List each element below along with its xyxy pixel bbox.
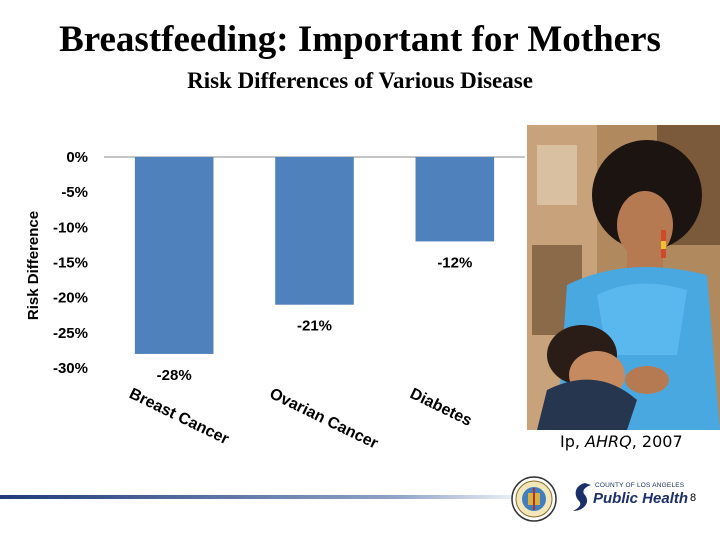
y-tick-label: -15% [53,255,88,272]
data-label: -28% [157,367,192,384]
y-tick-label: -25% [53,325,88,342]
footer-gradient-bar [0,495,720,499]
public-health-logo-icon [573,483,591,511]
public-health-logo: COUNTY OF LOS ANGELES Public Health [571,480,688,514]
bar-chart: 0% -5% -10% -15% -20% -25% -30% Risk Difference… [25,149,525,452]
bar-ovarian-cancer [275,157,354,305]
citation-author: Ip, [560,432,586,451]
category-label: Ovarian Cancer [267,385,381,452]
page-number: 8 [690,492,697,504]
category-label: Breast Cancer [126,385,231,448]
bar-breast-cancer [134,157,214,354]
y-tick-label: 0% [66,149,88,166]
citation-source: AHRQ [585,432,632,451]
y-tick-label: -20% [53,290,88,307]
data-label: -21% [297,318,332,335]
y-axis-title: Risk Difference [25,211,42,320]
y-tick-label: -30% [53,360,88,377]
bar-diabetes [415,157,495,242]
mother-breastfeeding-photo [527,125,720,430]
data-label: -12% [437,254,472,271]
county-seal-icon [511,476,557,522]
citation: Ip, AHRQ, 2007 [560,432,683,451]
logo-county-text: COUNTY OF LOS ANGELES [595,482,685,489]
slide-title: Breastfeeding: Important for Mothers [59,19,661,60]
citation-year: , 2007 [631,432,683,451]
category-label: Diabetes [407,385,474,430]
slide-subtitle: Risk Differences of Various Disease [187,68,533,93]
y-tick-label: -10% [53,219,88,236]
y-tick-label: -5% [61,184,88,201]
logo-public-health-text: Public Health [593,490,689,507]
